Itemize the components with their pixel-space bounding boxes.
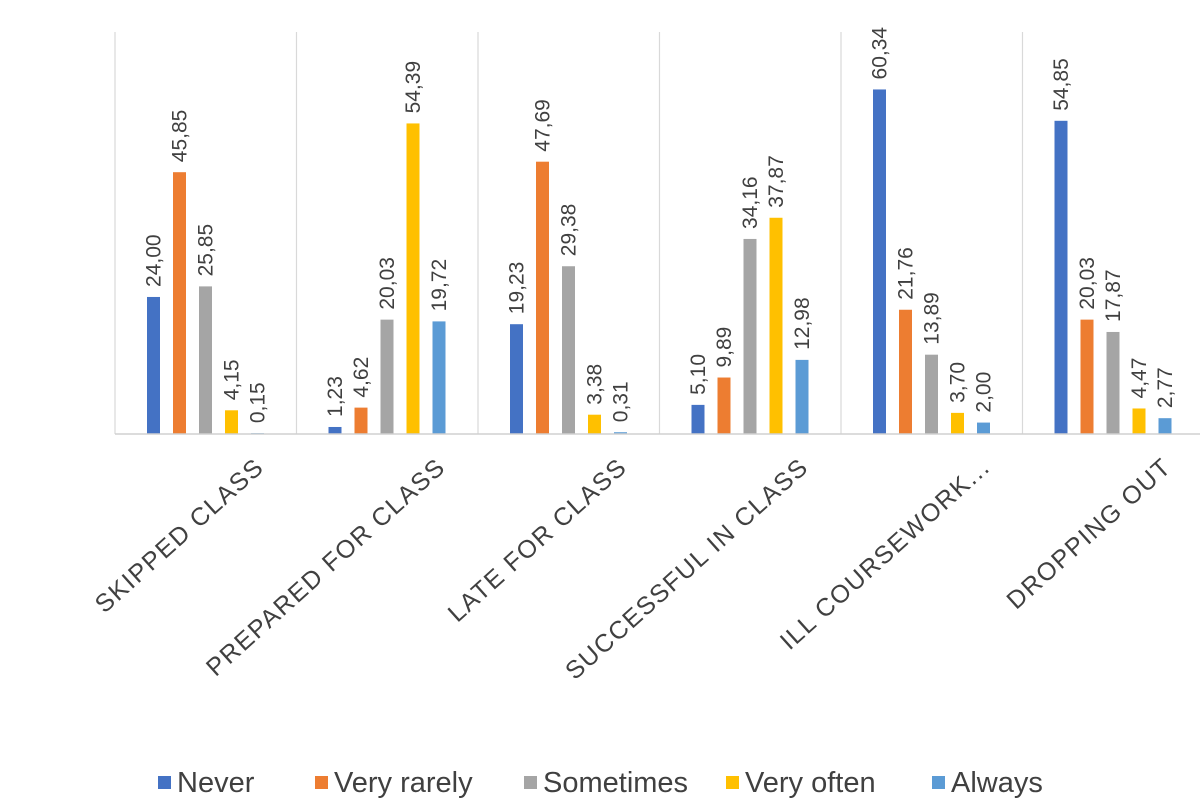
data-label: 54,39 [402, 61, 425, 114]
bar-never-skipped-class [147, 296, 160, 434]
bar-very-rarely-successful-in-class [717, 377, 731, 434]
category-label-skipped-class: SKIPPED CLASS [90, 453, 270, 619]
data-label: 29,38 [558, 204, 581, 257]
data-label: 45,85 [169, 110, 192, 163]
bar-very-often-ill-coursework [951, 412, 964, 434]
bar-sometimes-skipped-class [199, 286, 212, 434]
data-label: 19,23 [506, 262, 529, 315]
data-label: 20,03 [1076, 257, 1099, 310]
data-label: 5,10 [687, 354, 710, 395]
bar-sometimes-ill-coursework [925, 354, 938, 434]
bar-very-often-dropping-out [1132, 408, 1146, 434]
bar-very-rarely-prepared-for-class [354, 407, 368, 434]
bar-always-dropping-out [1158, 418, 1172, 434]
legend-swatch-very-rarely [315, 776, 328, 789]
legend-label-very-rarely: Very rarely [334, 767, 473, 799]
bar-never-dropping-out [1054, 120, 1068, 434]
data-label: 21,76 [895, 247, 918, 300]
bar-very-rarely-dropping-out [1080, 319, 1094, 434]
legend-label-always: Always [951, 767, 1043, 799]
data-label: 3,38 [584, 364, 607, 405]
bar-sometimes-prepared-for-class [380, 319, 394, 434]
data-label: 4,47 [1128, 358, 1151, 399]
data-label: 2,77 [1154, 367, 1177, 408]
bar-always-prepared-for-class [432, 321, 446, 434]
data-label: 4,62 [350, 357, 373, 398]
bar-sometimes-successful-in-class [743, 238, 757, 434]
bar-very-rarely-late-for-class [536, 161, 549, 434]
bar-sometimes-dropping-out [1106, 331, 1120, 434]
bar-never-prepared-for-class [328, 426, 342, 434]
data-label: 12,98 [791, 297, 814, 350]
category-label-dropping-out: DROPPING OUT [1001, 453, 1177, 615]
bar-always-successful-in-class [795, 359, 809, 434]
category-label-late-for-class: LATE FOR CLASS [443, 453, 633, 628]
data-label: 60,34 [869, 27, 892, 80]
data-label: 34,16 [739, 176, 762, 229]
data-label: 13,89 [921, 292, 944, 345]
data-label: 2,00 [973, 372, 996, 413]
data-label: 4,15 [221, 359, 244, 400]
bar-very-rarely-skipped-class [173, 172, 186, 434]
bar-very-often-successful-in-class [769, 217, 783, 434]
legend-swatch-very-often [726, 776, 739, 789]
data-label: 20,03 [376, 257, 399, 310]
data-label: 17,87 [1102, 269, 1125, 322]
data-label: 0,31 [610, 381, 633, 422]
data-label: 3,70 [947, 362, 970, 403]
bar-never-ill-coursework [873, 89, 886, 434]
data-label: 19,72 [428, 259, 451, 312]
data-label: 24,00 [143, 234, 166, 287]
data-label: 1,23 [324, 376, 347, 417]
bar-always-ill-coursework [977, 422, 990, 434]
data-label: 0,15 [247, 382, 270, 423]
legend-label-very-often: Very often [745, 767, 876, 799]
legend-swatch-sometimes [524, 776, 537, 789]
data-label: 37,87 [765, 155, 788, 208]
data-label: 47,69 [532, 99, 555, 152]
bar-always-late-for-class [614, 432, 627, 434]
legend-swatch-always [932, 776, 945, 789]
bar-very-rarely-ill-coursework [899, 309, 912, 434]
category-label-ill-coursework: ILL COURSEWORK... [775, 453, 996, 656]
bar-very-often-prepared-for-class [406, 123, 420, 434]
bar-never-late-for-class [510, 324, 523, 434]
legend-label-never: Never [177, 767, 255, 799]
data-label: 9,89 [713, 327, 736, 368]
bar-never-successful-in-class [691, 404, 705, 434]
legend-swatch-never [158, 776, 171, 789]
bar-very-often-late-for-class [588, 414, 601, 434]
legend-label-sometimes: Sometimes [543, 767, 688, 799]
bar-sometimes-late-for-class [562, 266, 575, 434]
data-label: 54,85 [1050, 58, 1073, 111]
data-label: 25,85 [195, 224, 218, 277]
bar-very-often-skipped-class [225, 410, 238, 434]
